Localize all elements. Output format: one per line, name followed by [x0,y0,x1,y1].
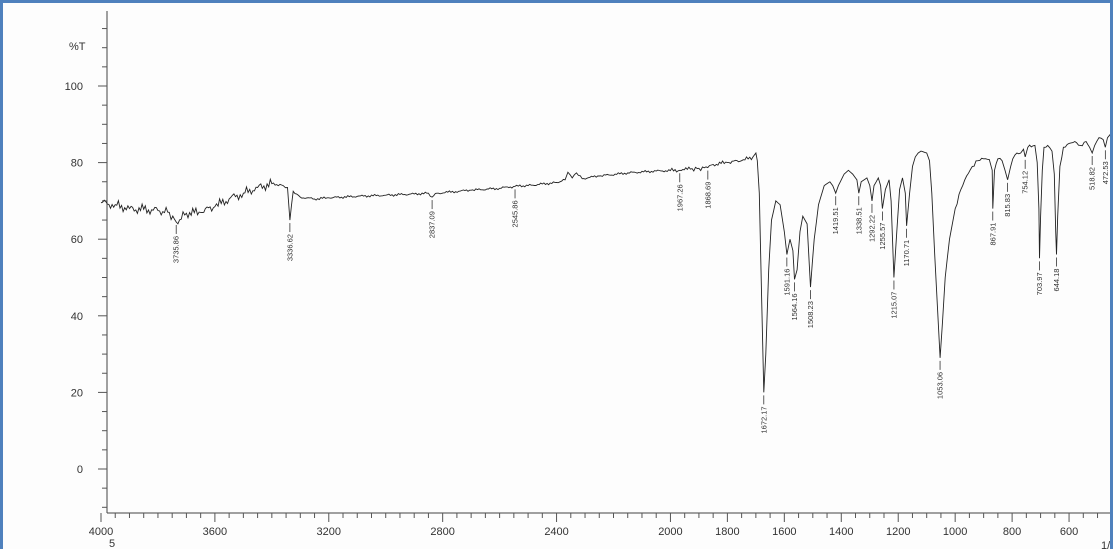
x-tick-label: 3200 [317,526,341,538]
y-tick-label: 40 [71,311,83,323]
peak-label: 2837.09 [428,211,437,238]
peak-label: 703.97 [1035,272,1044,295]
y-tick-label: 0 [77,464,83,476]
peak-annotation: 1170.71 [902,228,911,267]
peak-label: 472.53 [1101,161,1110,184]
peak-label: 1053.06 [936,372,945,399]
x-tick-label: 1600 [772,526,796,538]
peak-label: 867.91 [988,223,997,246]
axes-layer: 0 20 40 60 80 100 4000 3600 3200 2800 2400 2000 180… [65,11,1113,549]
peak-label: 1591.16 [782,269,791,296]
peak-annotation: 1868.69 [703,170,712,209]
ir-spectrum-chart: 0 20 40 60 80 100 4000 3600 3200 2800 2400 2000 180… [65,11,1113,549]
x-axis-title: 1/cm [1101,540,1113,549]
peak-label: 1338.51 [854,207,863,234]
peak-annotation: 1419.51 [831,196,840,234]
peak-annotation: 1338.51 [854,196,863,234]
x-tick-label: 800 [1003,526,1021,538]
peak-annotation: 1967.26 [675,173,684,211]
peak-annotation: 1591.16 [782,257,791,296]
peak-annotation: 3735.86 [172,224,181,263]
peak-label: 1419.51 [831,207,840,234]
y-axis-title: %T [69,41,86,53]
peak-annotation: 1053.06 [936,360,945,399]
peak-annotation: 2545.86 [511,189,520,227]
peak-annotation: 644.18 [1052,257,1061,292]
peak-label: 518.82 [1088,167,1097,190]
peak-label: 644.18 [1052,269,1061,292]
peak-label: 3735.86 [172,236,181,263]
x-tick-label: 600 [1060,526,1078,538]
x-tick-label: 4000 [89,526,113,538]
peak-label: 1672.17 [759,406,768,433]
peak-annotation: 472.53 [1101,150,1110,184]
peak-annotations: 3735.86 3336.62 2837.09 2545.86 1967.26 1868.… [172,150,1110,434]
peak-annotation: 2837.09 [428,200,437,238]
peak-label: 1868.69 [703,182,712,209]
peak-label: 1255.57 [878,223,887,250]
y-tick-label: 20 [71,387,83,399]
peak-annotation: 1255.57 [878,211,887,250]
peak-annotation: 754.12 [1021,159,1030,194]
peak-label: 1967.26 [675,184,684,211]
x-tick-label: 2800 [430,526,454,538]
peak-annotation: 1672.17 [759,395,768,434]
peak-annotation: 3336.62 [285,223,294,261]
peak-annotation: 703.97 [1035,261,1044,295]
x-tick-label: 2000 [658,526,682,538]
peak-label: 2545.86 [511,200,520,227]
peak-annotation: 1215.07 [889,280,898,319]
x-axis-sub-label: 5 [109,538,115,549]
y-tick-label: 80 [71,158,83,170]
peak-label: 1292.22 [867,215,876,242]
x-tick-label: 1400 [829,526,853,538]
x-tick-label: 1200 [886,526,910,538]
peak-label: 754.12 [1021,171,1030,194]
peak-annotation: 1508.23 [806,290,815,328]
peak-label: 3336.62 [285,234,294,261]
x-axis-ticks: 4000 3600 3200 2800 2400 2000 1800 1600 1400 1200… [89,513,1099,538]
x-tick-label: 1800 [715,526,739,538]
x-tick-label: 2400 [544,526,568,538]
x-tick-label: 3600 [203,526,227,538]
x-tick-label: 1000 [943,526,967,538]
series-layer [100,133,1110,393]
peak-annotation: 867.91 [988,211,997,246]
peak-label: 1170.71 [902,240,911,267]
peak-annotation: 1292.22 [867,203,876,242]
peak-label: 1564.16 [790,293,799,320]
spectrum-line [100,133,1110,393]
peak-annotation: 1564.16 [790,282,799,321]
peak-label: 815.83 [1003,194,1012,217]
peak-label: 1508.23 [806,301,815,328]
peak-annotation: 815.83 [1003,182,1012,217]
y-axis-ticks: 0 20 40 60 80 100 [65,28,107,508]
y-tick-label: 60 [71,234,83,246]
y-tick-label: 100 [65,81,83,93]
peak-annotation: 518.82 [1088,156,1097,190]
peak-label: 1215.07 [889,292,898,319]
